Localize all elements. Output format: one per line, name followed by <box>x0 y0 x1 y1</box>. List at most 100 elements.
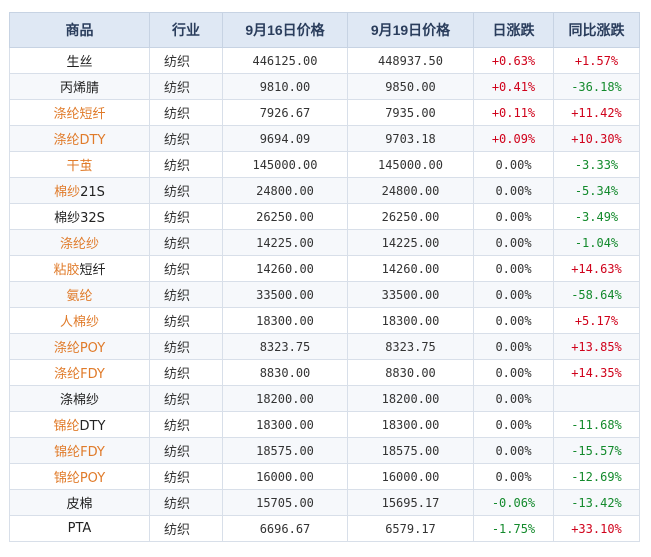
industry-cell: 纺织 <box>149 99 223 126</box>
commodity-link[interactable]: 锦纶FDY <box>54 445 105 460</box>
price-sep19-cell: 15695.17 <box>347 489 474 516</box>
industry-cell: 纺织 <box>149 255 223 282</box>
industry-cell: 纺织 <box>149 411 223 438</box>
table-row: 生丝 纺织 446125.00 448937.50 +0.63% +1.57% <box>9 47 640 74</box>
price-sep19-cell: 14260.00 <box>347 255 474 282</box>
table-row: 涤纶POY 纺织 8323.75 8323.75 0.00% +13.85% <box>9 333 640 360</box>
industry-cell: 纺织 <box>149 203 223 230</box>
table-row: 棉纱32S 纺织 26250.00 26250.00 0.00% -3.49% <box>9 203 640 230</box>
yoy-change-cell: -58.64% <box>553 281 640 308</box>
commodity-text: 丙烯腈 <box>59 81 99 96</box>
commodity-link[interactable]: 锦纶 <box>53 419 80 434</box>
industry-cell: 纺织 <box>149 229 223 256</box>
commodity-link[interactable]: 涤纶短纤 <box>53 107 106 122</box>
commodity-text: 21S <box>80 185 105 200</box>
price-sep19-cell: 7935.00 <box>347 99 474 126</box>
daily-change-cell: 0.00% <box>473 463 554 490</box>
price-sep19-cell: 18300.00 <box>347 411 474 438</box>
yoy-change-cell: +33.10% <box>553 515 640 542</box>
daily-change-cell: 0.00% <box>473 437 554 464</box>
price-sep16-cell: 26250.00 <box>222 203 348 230</box>
yoy-change-cell: -36.18% <box>553 73 640 100</box>
price-sep19-cell: 145000.00 <box>347 151 474 178</box>
commodity-name: 人棉纱 <box>9 307 150 334</box>
table-row: 锦纶POY 纺织 16000.00 16000.00 0.00% -12.69% <box>9 463 640 490</box>
industry-cell: 纺织 <box>149 177 223 204</box>
industry-cell: 纺织 <box>149 333 223 360</box>
commodity-name: 干茧 <box>9 151 150 178</box>
commodity-name: 涤纶FDY <box>9 359 150 386</box>
price-sep16-cell: 6696.67 <box>222 515 348 542</box>
daily-change-cell: 0.00% <box>473 177 554 204</box>
daily-change-cell: +0.63% <box>473 47 554 74</box>
price-sep19-cell: 8323.75 <box>347 333 474 360</box>
price-sep16-cell: 18200.00 <box>222 385 348 412</box>
header-commodity[interactable]: 商品 <box>9 12 150 48</box>
yoy-change-cell: +5.17% <box>553 307 640 334</box>
daily-change-cell: +0.09% <box>473 125 554 152</box>
table-header-row: 商品 行业 9月16日价格 9月19日价格 日涨跌 同比涨跌 <box>9 12 640 48</box>
header-price-sep16[interactable]: 9月16日价格 <box>222 12 348 48</box>
header-industry[interactable]: 行业 <box>149 12 223 48</box>
commodity-name: 棉纱32S <box>9 203 150 230</box>
price-sep16-cell: 9694.09 <box>222 125 348 152</box>
price-sep19-cell: 8830.00 <box>347 359 474 386</box>
header-price-sep19[interactable]: 9月19日价格 <box>347 12 474 48</box>
commodity-name: PTA <box>9 515 150 542</box>
commodity-text: DTY <box>79 419 106 434</box>
header-daily-change[interactable]: 日涨跌 <box>473 12 554 48</box>
price-sep16-cell: 7926.67 <box>222 99 348 126</box>
yoy-change-cell <box>553 385 640 412</box>
commodity-name: 皮棉 <box>9 489 150 516</box>
yoy-change-cell: -13.42% <box>553 489 640 516</box>
daily-change-cell: 0.00% <box>473 229 554 256</box>
commodity-text: 皮棉 <box>66 497 93 512</box>
daily-change-cell: 0.00% <box>473 151 554 178</box>
commodity-link[interactable]: 人棉纱 <box>59 315 99 330</box>
price-sep19-cell: 26250.00 <box>347 203 474 230</box>
commodity-price-table: 商品 行业 9月16日价格 9月19日价格 日涨跌 同比涨跌 生丝 纺织 44612… <box>9 12 640 542</box>
commodity-link[interactable]: 棉纱 <box>54 185 81 200</box>
table-row: 涤纶DTY 纺织 9694.09 9703.18 +0.09% +10.30% <box>9 125 640 152</box>
price-sep19-cell: 14225.00 <box>347 229 474 256</box>
yoy-change-cell: +11.42% <box>553 99 640 126</box>
commodity-link[interactable]: 涤纶纱 <box>59 237 99 252</box>
header-yoy-change[interactable]: 同比涨跌 <box>553 12 640 48</box>
commodity-link[interactable]: 涤纶FDY <box>54 367 105 382</box>
industry-cell: 纺织 <box>149 515 223 542</box>
commodity-text: PTA <box>67 521 92 536</box>
industry-cell: 纺织 <box>149 151 223 178</box>
commodity-name: 生丝 <box>9 47 150 74</box>
price-sep19-cell: 18575.00 <box>347 437 474 464</box>
table-row: 丙烯腈 纺织 9810.00 9850.00 +0.41% -36.18% <box>9 73 640 100</box>
commodity-name: 涤纶纱 <box>9 229 150 256</box>
commodity-name: 锦纶POY <box>9 463 150 490</box>
table-row: 皮棉 纺织 15705.00 15695.17 -0.06% -13.42% <box>9 489 640 516</box>
commodity-link[interactable]: 干茧 <box>66 159 93 174</box>
table-row: 涤纶纱 纺织 14225.00 14225.00 0.00% -1.04% <box>9 229 640 256</box>
industry-cell: 纺织 <box>149 359 223 386</box>
commodity-link[interactable]: 锦纶POY <box>53 471 106 486</box>
table-row: PTA 纺织 6696.67 6579.17 -1.75% +33.10% <box>9 515 640 542</box>
yoy-change-cell: +14.63% <box>553 255 640 282</box>
price-sep16-cell: 14260.00 <box>222 255 348 282</box>
commodity-link[interactable]: 涤纶DTY <box>53 133 106 148</box>
industry-cell: 纺织 <box>149 489 223 516</box>
commodity-link[interactable]: 氨纶 <box>66 289 93 304</box>
industry-cell: 纺织 <box>149 73 223 100</box>
yoy-change-cell: +1.57% <box>553 47 640 74</box>
commodity-name: 粘胶短纤 <box>9 255 150 282</box>
commodity-text: 棉纱32S <box>54 211 105 226</box>
price-sep19-cell: 448937.50 <box>347 47 474 74</box>
price-sep16-cell: 18300.00 <box>222 307 348 334</box>
table-row: 涤纶短纤 纺织 7926.67 7935.00 +0.11% +11.42% <box>9 99 640 126</box>
price-sep19-cell: 24800.00 <box>347 177 474 204</box>
commodity-link[interactable]: 涤纶POY <box>53 341 106 356</box>
commodity-link[interactable]: 粘胶 <box>53 263 80 278</box>
commodity-name: 丙烯腈 <box>9 73 150 100</box>
industry-cell: 纺织 <box>149 125 223 152</box>
table-row: 涤棉纱 纺织 18200.00 18200.00 0.00% <box>9 385 640 412</box>
price-sep16-cell: 18300.00 <box>222 411 348 438</box>
daily-change-cell: 0.00% <box>473 333 554 360</box>
commodity-name: 涤纶POY <box>9 333 150 360</box>
